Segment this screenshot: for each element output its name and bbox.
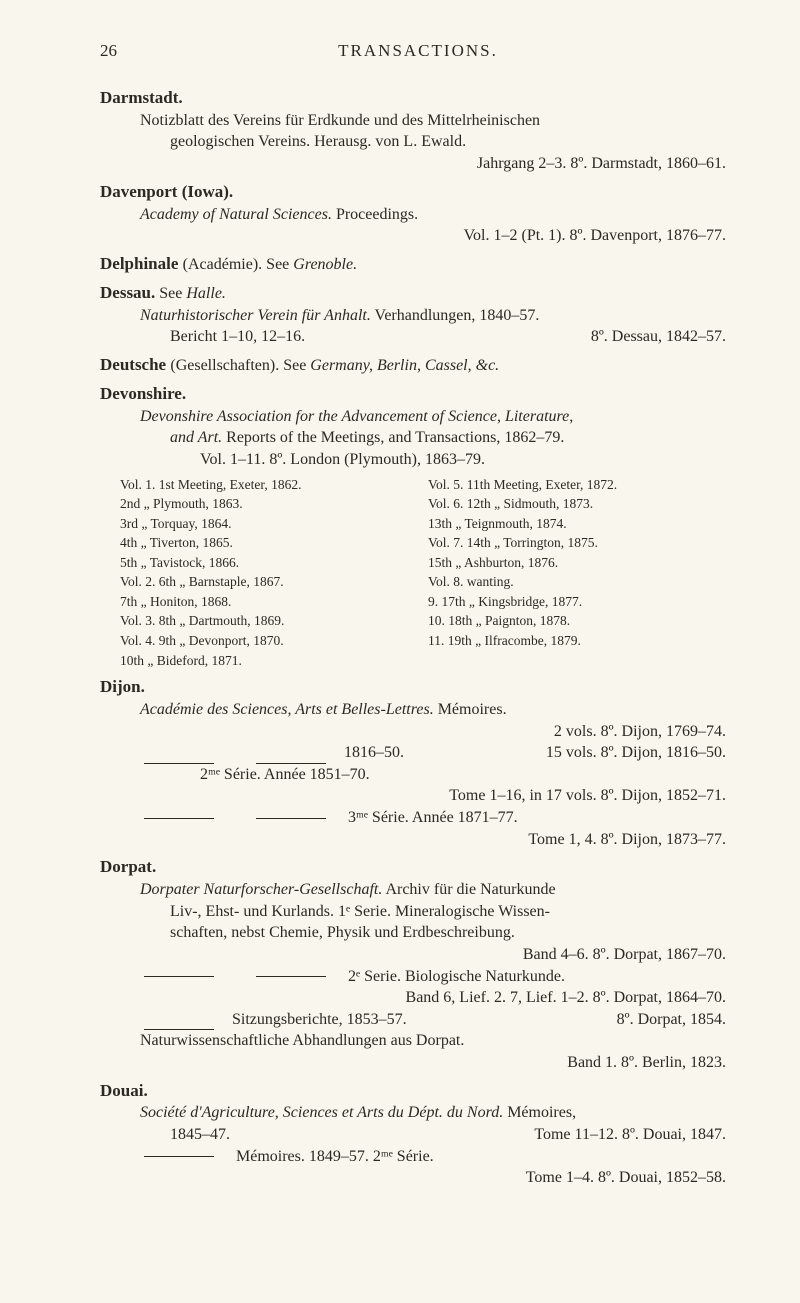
text-line: 2 vols. 8º. Dijon, 1769–74. (100, 721, 736, 743)
volumes-col-right: Vol. 5. 11th Meeting, Exeter, 1872. Vol.… (428, 475, 736, 671)
list-item: Vol. 7. 14th „ Torrington, 1875. (428, 533, 736, 553)
text-line: Naturwissenschaftliche Abhandlungen aus … (140, 1030, 736, 1052)
list-item: Vol. 1. 1st Meeting, Exeter, 1862. (120, 475, 428, 495)
list-item: 13th „ Teignmouth, 1874. (428, 514, 736, 534)
text-line: Tome 1–4. 8º. Douai, 1852–58. (100, 1167, 736, 1189)
text-line: 1845–47.Tome 11–12. 8º. Douai, 1847. (170, 1124, 736, 1146)
loc-devonshire: Devonshire. (100, 384, 186, 403)
entry-davenport: Davenport (Iowa). Academy of Natural Sci… (100, 181, 736, 247)
entry-deutsche: Deutsche (Gesellschaften). See Germany, … (100, 354, 736, 377)
list-item: 10. 18th „ Paignton, 1878. (428, 611, 736, 631)
entry-dorpat: Dorpat. Dorpater Naturforscher-Gesellsch… (100, 856, 736, 1073)
text-line: Académie des Sciences, Arts et Belles-Le… (140, 699, 736, 721)
text-line: Bericht 1–10, 12–16.8º. Dessau, 1842–57. (170, 326, 736, 348)
loc-davenport: Davenport (Iowa). (100, 182, 233, 201)
text-line: Academy of Natural Sciences. Proceedings… (140, 204, 736, 226)
list-item: 4th „ Tiverton, 1865. (120, 533, 428, 553)
entry-douai: Douai. Société d'Agriculture, Sciences e… (100, 1080, 736, 1189)
text-line: and Art. Reports of the Meetings, and Tr… (170, 427, 736, 449)
text-line: 2ᵐᵉ Série. Année 1851–70. (200, 764, 736, 786)
list-item: Vol. 3. 8th „ Dartmouth, 1869. (120, 611, 428, 631)
text-line: Notizblatt des Vereins für Erdkunde und … (140, 110, 736, 132)
text-line: Vol. 1–2 (Pt. 1). 8º. Davenport, 1876–77… (200, 225, 736, 247)
page-number: 26 (100, 40, 117, 63)
text-line: Naturhistorischer Verein für Anhalt. Ver… (140, 305, 736, 327)
list-item: Vol. 5. 11th Meeting, Exeter, 1872. (428, 475, 736, 495)
list-item: 11. 19th „ Ilfracombe, 1879. (428, 631, 736, 651)
text-line: 3ᵐᵉ Série. Année 1871–77. (140, 807, 736, 829)
rule-icon (144, 976, 214, 977)
loc-dijon: Dijon. (100, 677, 145, 696)
text-line: Devonshire Association for the Advanceme… (140, 406, 736, 428)
rule-icon (144, 818, 214, 819)
loc-delphinale: Delphinale (100, 254, 183, 273)
list-item: 3rd „ Torquay, 1864. (120, 514, 428, 534)
text-line: Vol. 1–11. 8º. London (Plymouth), 1863–7… (200, 449, 736, 471)
entry-dessau: Dessau. See Halle. Naturhistorischer Ver… (100, 282, 736, 348)
rule-icon (144, 742, 214, 764)
rule-icon (144, 1156, 214, 1157)
text-line: Tome 1, 4. 8º. Dijon, 1873–77. (100, 829, 736, 851)
text-line: schaften, nebst Chemie, Physik und Erdbe… (170, 922, 736, 944)
entry-darmstadt: Darmstadt. Notizblatt des Vereins für Er… (100, 87, 736, 175)
text-line: Société d'Agriculture, Sciences et Arts … (140, 1102, 736, 1124)
list-item: 2nd „ Plymouth, 1863. (120, 494, 428, 514)
loc-douai: Douai. (100, 1081, 148, 1100)
list-item: 10th „ Bideford, 1871. (120, 651, 428, 671)
devonshire-volumes-table: Vol. 1. 1st Meeting, Exeter, 1862. 2nd „… (120, 475, 736, 671)
list-item: 9. 17th „ Kingsbridge, 1877. (428, 592, 736, 612)
list-item: Vol. 2. 6th „ Barnstaple, 1867. (120, 572, 428, 592)
text-line: Sitzungsberichte, 1853–57. 8º. Dorpat, 1… (140, 1009, 736, 1031)
list-item: 15th „ Ashburton, 1876. (428, 553, 736, 573)
loc-dorpat: Dorpat. (100, 857, 156, 876)
text-line: 2ᵉ Serie. Biologische Naturkunde. (140, 966, 736, 988)
list-item: Vol. 8. wanting. (428, 572, 736, 592)
text-line: Jahrgang 2–3. 8º. Darmstadt, 1860–61. (200, 153, 736, 175)
text-line: Band 4–6. 8º. Dorpat, 1867–70. (100, 944, 736, 966)
loc-deutsche: Deutsche (100, 355, 170, 374)
entry-devonshire: Devonshire. Devonshire Association for t… (100, 383, 736, 670)
text-line: Band 6, Lief. 2. 7, Lief. 1–2. 8º. Dorpa… (170, 987, 736, 1009)
rule-icon (256, 742, 326, 764)
list-item: 7th „ Honiton, 1868. (120, 592, 428, 612)
page-title: TRANSACTIONS. (100, 40, 736, 63)
text-line: Tome 1–16, in 17 vols. 8º. Dijon, 1852–7… (100, 785, 736, 807)
text-line: Band 1. 8º. Berlin, 1823. (100, 1052, 736, 1074)
rule-icon (256, 818, 326, 819)
rule-icon (256, 976, 326, 977)
list-item: Vol. 4. 9th „ Devonport, 1870. (120, 631, 428, 651)
list-item: 5th „ Tavistock, 1866. (120, 553, 428, 573)
text-line: Liv-, Ehst- und Kurlands. 1ᵉ Serie. Mine… (170, 901, 736, 923)
loc-darmstadt: Darmstadt. (100, 88, 183, 107)
text-line: Mémoires. 1849–57. 2ᵐᵉ Série. (140, 1146, 736, 1168)
entry-dijon: Dijon. Académie des Sciences, Arts et Be… (100, 676, 736, 850)
text-line: 1816–50. 15 vols. 8º. Dijon, 1816–50. (140, 742, 736, 764)
loc-dessau: Dessau. (100, 283, 155, 302)
rule-icon (144, 1009, 214, 1031)
list-item: Vol. 6. 12th „ Sidmouth, 1873. (428, 494, 736, 514)
entry-delphinale: Delphinale (Académie). See Grenoble. (100, 253, 736, 276)
text-line: geologischen Vereins. Herausg. von L. Ew… (170, 131, 736, 153)
text-line: Dorpater Naturforscher-Gesellschaft. Arc… (140, 879, 736, 901)
volumes-col-left: Vol. 1. 1st Meeting, Exeter, 1862. 2nd „… (120, 475, 428, 671)
